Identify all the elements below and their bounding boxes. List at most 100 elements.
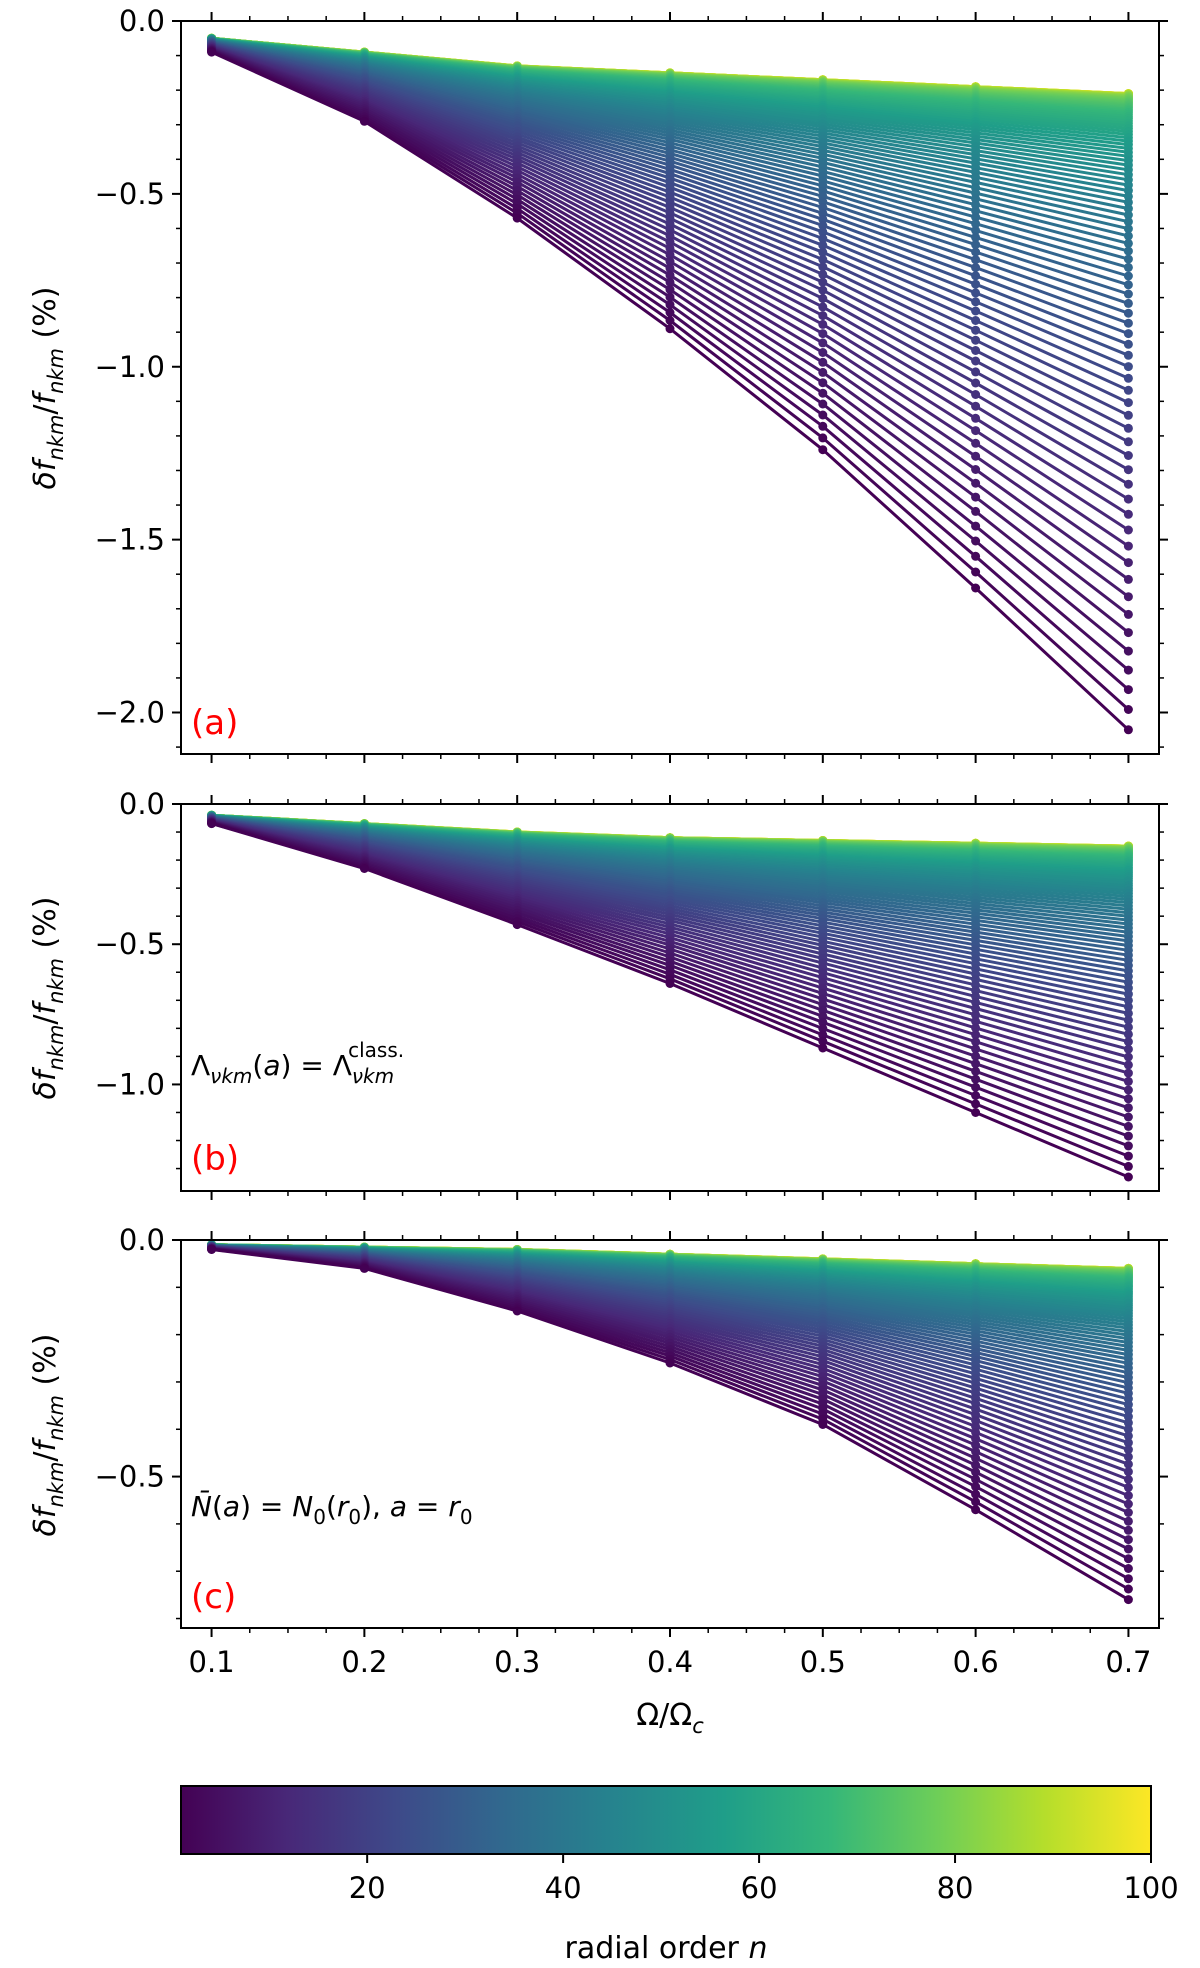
data-point <box>971 536 981 546</box>
y-tick-label: −0.5 <box>95 1460 165 1494</box>
data-point <box>1123 423 1133 433</box>
data-point <box>971 212 981 222</box>
data-point <box>1123 1452 1133 1462</box>
data-point <box>971 1010 981 1020</box>
data-point <box>1123 1574 1133 1584</box>
data-point <box>818 247 828 257</box>
y-tick-label: −0.5 <box>95 927 165 961</box>
y-tick-label: 0.0 <box>119 4 165 38</box>
data-point <box>1123 1060 1133 1070</box>
data-point <box>818 214 828 224</box>
x-tick-label: 0.1 <box>189 1645 235 1679</box>
data-point <box>665 257 675 266</box>
data-point <box>818 1043 828 1053</box>
data-point <box>1123 646 1133 656</box>
data-point <box>359 116 369 126</box>
data-point <box>1123 1544 1133 1554</box>
y-tick-label: −2.0 <box>95 696 165 730</box>
data-point <box>971 279 981 289</box>
data-point <box>971 1037 981 1047</box>
data-point <box>818 227 828 237</box>
data-point <box>971 378 981 388</box>
data-point <box>1123 350 1133 360</box>
data-point <box>971 521 981 531</box>
panel-b-ylabel: δfnkm/fnkm (%) <box>28 897 68 1100</box>
data-point <box>512 920 522 930</box>
data-point <box>1123 1595 1133 1605</box>
data-point <box>971 206 981 216</box>
panel-c-chart: 0.0 −0.5 0.1 0.2 0.3 0.4 0.5 0.6 0.7 δfnkm/fnkm … <box>28 1223 1168 1679</box>
x-tick-label: 0.3 <box>494 1645 540 1679</box>
panel-b-series <box>207 810 1133 1182</box>
data-point <box>512 213 522 223</box>
data-point <box>971 219 981 229</box>
data-point <box>818 1420 828 1429</box>
data-point <box>1123 705 1133 714</box>
panel-c-ticks: 0.0 −0.5 0.1 0.2 0.3 0.4 0.5 0.6 0.7 <box>95 1223 1168 1679</box>
data-point <box>818 329 828 339</box>
colorbar-tick-label: 40 <box>545 1871 582 1905</box>
data-point <box>971 1453 981 1463</box>
panel-c-ylabel: δfnkm/fnkm (%) <box>28 1334 68 1537</box>
data-point <box>971 1108 981 1117</box>
data-point <box>818 348 828 357</box>
data-point <box>1123 1491 1133 1501</box>
data-point <box>1123 1052 1133 1062</box>
data-point <box>1123 479 1133 489</box>
data-point <box>971 451 981 461</box>
data-point <box>1123 1161 1133 1171</box>
data-point <box>1123 1445 1133 1455</box>
data-point <box>1123 1418 1133 1428</box>
data-point <box>1123 238 1133 248</box>
data-point <box>971 335 981 345</box>
data-point <box>971 1059 981 1069</box>
data-point <box>665 300 675 310</box>
data-point <box>1123 1525 1133 1535</box>
data-point <box>1123 398 1133 408</box>
y-tick-label: −1.0 <box>95 350 165 384</box>
data-point <box>1123 339 1133 349</box>
data-point <box>1123 1459 1133 1469</box>
y-tick-label: 0.0 <box>119 787 165 821</box>
data-point <box>818 1017 828 1027</box>
data-point <box>665 285 675 295</box>
data-point <box>818 1024 828 1033</box>
data-point <box>971 1427 981 1437</box>
data-point <box>971 426 981 436</box>
data-point <box>1123 246 1133 256</box>
data-point <box>971 413 981 423</box>
data-point <box>971 1030 981 1040</box>
panel-b-chart: 0.0 −0.5 −1.0 δfnkm/fnkm (%) Λνkm(a) = Λνk… <box>28 787 1168 1200</box>
data-point <box>818 294 828 303</box>
panel-a-ticks: 0.0 −0.5 −1.0 −1.5 −2.0 <box>95 4 1168 763</box>
data-point <box>512 1306 522 1316</box>
data-point <box>1123 1131 1133 1141</box>
data-point <box>1123 525 1133 535</box>
data-point <box>207 819 217 829</box>
data-point <box>971 1023 981 1033</box>
y-tick-label: −0.5 <box>95 177 165 211</box>
data-point <box>1123 509 1133 519</box>
data-point <box>1123 1121 1133 1131</box>
data-point <box>665 243 675 253</box>
data-point <box>1123 254 1133 264</box>
data-point <box>665 237 675 247</box>
data-point <box>1123 197 1133 207</box>
data-point <box>1123 1022 1133 1032</box>
data-point <box>665 324 675 334</box>
data-point <box>971 255 981 265</box>
data-point <box>665 277 675 287</box>
panel-c-tag: (c) <box>191 1577 236 1617</box>
data-point <box>1123 1076 1133 1086</box>
colorbar: 20 40 60 80 100 radial order n <box>180 1785 1179 1966</box>
data-point <box>971 492 981 502</box>
data-point <box>971 1434 981 1444</box>
data-point <box>971 271 981 281</box>
data-point <box>971 316 981 325</box>
data-point <box>665 292 675 302</box>
colorbar-tick-label: 100 <box>1123 1871 1178 1905</box>
data-point <box>971 288 981 298</box>
panel-a-ylabel: δfnkm/fnkm (%) <box>28 287 68 490</box>
data-point <box>1123 465 1133 475</box>
data-point <box>665 308 675 317</box>
